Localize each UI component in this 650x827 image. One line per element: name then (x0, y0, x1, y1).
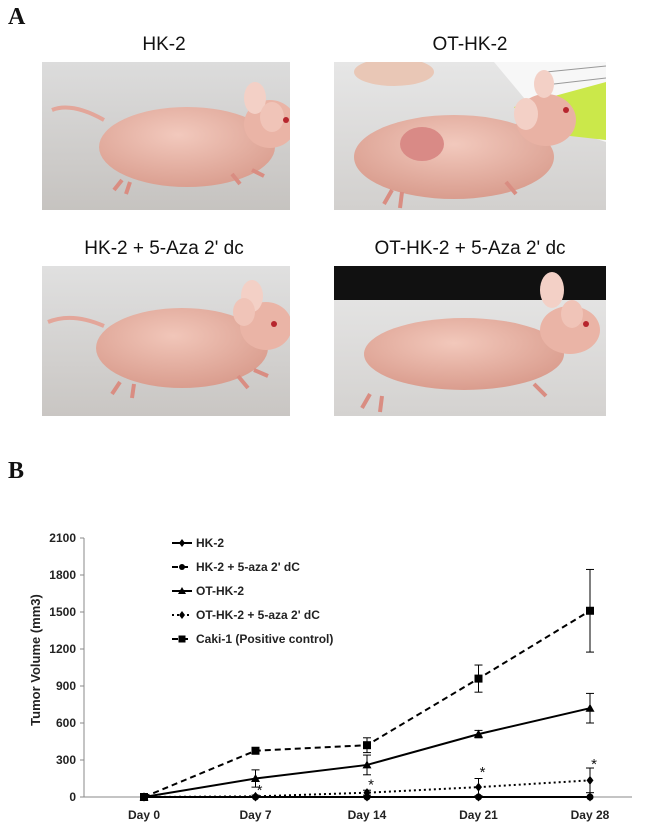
significance-asterisk: * (480, 764, 486, 781)
mouse-photo-hk2 (42, 62, 290, 210)
legend-label: HK-2 + 5-aza 2' dC (196, 560, 300, 574)
data-point (586, 793, 594, 801)
legend-label: Caki-1 (Positive control) (196, 632, 333, 646)
legend-label: HK-2 (196, 536, 224, 550)
data-point (251, 774, 260, 782)
y-tick-label: 1800 (49, 568, 76, 582)
mouse-photo-ot-hk2-aza (334, 266, 606, 416)
photo-title-ot-hk2-aza: OT-HK-2 + 5-Aza 2' dc (374, 238, 566, 259)
y-tick-label: 600 (56, 716, 76, 730)
data-point (474, 674, 483, 683)
legend-label: OT-HK-2 (196, 584, 244, 598)
data-point (475, 782, 482, 792)
y-tick-label: 1200 (49, 642, 76, 656)
legend-marker (178, 635, 186, 643)
x-tick-label: Day 0 (128, 808, 160, 822)
y-tick-label: 1500 (49, 605, 76, 619)
significance-asterisk: * (591, 756, 597, 773)
x-tick-label: Day 28 (571, 808, 610, 822)
x-tick-label: Day 21 (459, 808, 498, 822)
photo-title-hk2: HK-2 (142, 34, 186, 55)
mouse-photo-icon (42, 266, 290, 416)
y-axis-label: Tumor Volume (mm3) (28, 594, 43, 726)
panel-b-label: B (8, 458, 25, 484)
legend-label: OT-HK-2 + 5-aza 2' dC (196, 608, 320, 622)
y-tick-label: 0 (69, 790, 76, 804)
mouse-photo-hk2-aza (42, 266, 290, 416)
x-tick-label: Day 7 (239, 808, 271, 822)
mouse-photo-ot-hk2 (334, 62, 606, 210)
significance-asterisk: * (257, 782, 263, 799)
data-point (363, 788, 371, 798)
significance-asterisk: * (368, 776, 374, 793)
data-point (252, 791, 259, 801)
legend-marker (179, 539, 185, 547)
legend-marker (178, 587, 186, 594)
y-tick-label: 2100 (49, 531, 76, 545)
series-line-3 (143, 779, 591, 798)
data-point (362, 760, 372, 769)
photo-title-hk2-aza: HK-2 + 5-Aza 2' dc (84, 238, 244, 259)
mouse-photo-icon (334, 266, 606, 416)
data-point (586, 606, 594, 615)
panel-a-label: A (8, 4, 26, 30)
photo-title-ot-hk2: OT-HK-2 (432, 34, 508, 55)
data-point (585, 703, 595, 712)
legend-marker (179, 564, 185, 570)
data-point (474, 729, 483, 738)
legend-marker (179, 611, 185, 619)
y-tick-label: 300 (56, 753, 76, 767)
mouse-photo-icon (42, 62, 290, 210)
y-tick-label: 900 (56, 679, 76, 693)
mouse-photo-with-tumor-icon (334, 62, 606, 210)
data-point (363, 741, 371, 750)
tumor-volume-line-chart: 0 300 600 900 1200 1500 1800 2100 Day 0 Day 7 Day… (28, 531, 632, 822)
data-point (475, 793, 482, 801)
data-point (586, 775, 594, 785)
x-tick-label: Day 14 (348, 808, 387, 822)
data-point (140, 793, 148, 801)
data-point (251, 746, 260, 755)
